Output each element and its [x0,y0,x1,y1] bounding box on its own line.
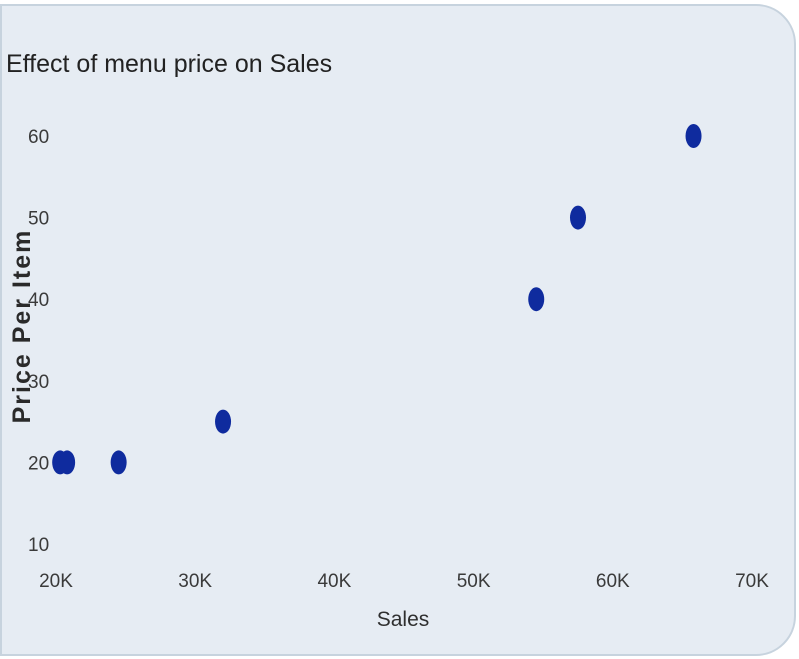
y-tick-label: 10 [28,535,49,556]
chart-title: Effect of menu price on Sales [6,50,332,78]
data-point[interactable] [685,124,702,148]
x-tick-label: 40K [317,571,351,592]
x-tick-label: 50K [457,571,491,592]
chart-card: Effect of menu price on Sales 10 20 30 40 50… [0,4,796,656]
x-axis-ticks: 20K 30K 40K 50K 60K 70K [39,571,769,592]
y-axis-ticks: 10 20 30 40 50 60 [28,127,49,556]
y-tick-label: 20 [28,453,49,474]
y-tick-label: 30 [28,372,49,393]
data-point[interactable] [528,287,545,312]
y-axis-title: Price Per Item [8,229,36,424]
x-axis-title: Sales [377,608,430,631]
scatter-chart: Effect of menu price on Sales 10 20 30 40 50… [6,50,769,631]
data-point[interactable] [110,450,127,475]
x-tick-label: 60K [596,571,630,592]
x-tick-label: 70K [735,571,769,592]
y-tick-label: 50 [28,209,49,230]
data-point[interactable] [59,450,76,475]
data-points [52,124,702,475]
x-tick-label: 30K [178,571,212,592]
y-tick-label: 40 [28,290,49,311]
y-tick-label: 60 [28,127,49,148]
x-tick-label: 20K [39,571,73,592]
data-point[interactable] [215,409,232,434]
data-point[interactable] [570,205,586,230]
